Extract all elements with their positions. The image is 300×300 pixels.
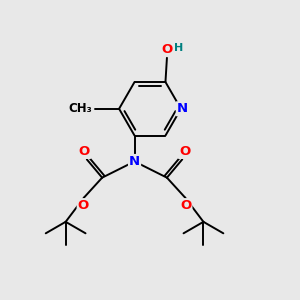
Text: O: O bbox=[78, 199, 89, 212]
Text: O: O bbox=[180, 199, 191, 212]
Text: O: O bbox=[79, 145, 90, 158]
Text: N: N bbox=[177, 102, 188, 115]
Text: O: O bbox=[179, 145, 190, 158]
Text: N: N bbox=[129, 155, 140, 168]
Text: CH₃: CH₃ bbox=[68, 102, 92, 115]
Text: O: O bbox=[161, 43, 172, 56]
Text: H: H bbox=[174, 44, 183, 53]
